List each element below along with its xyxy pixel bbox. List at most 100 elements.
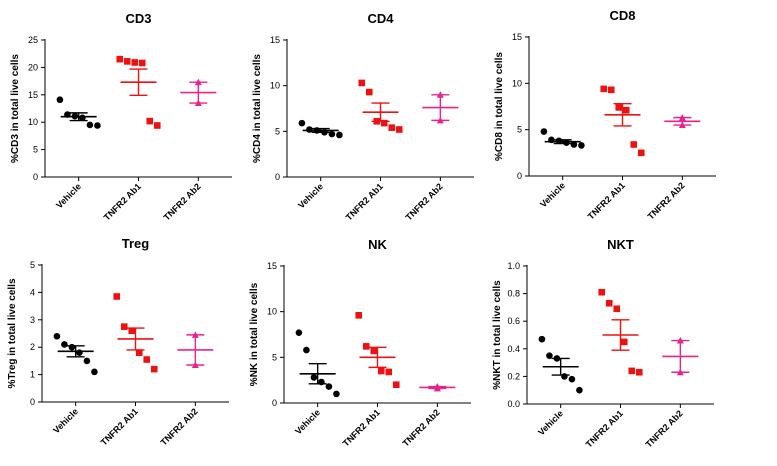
data-point [310, 374, 318, 381]
panel-cd8: CD8 %CD8 in total live cells 0 5 10 15 Vehicle… [494, 8, 716, 221]
y-tick-label: 5 [272, 352, 277, 362]
data-point [578, 142, 585, 149]
y-tick-label: 5 [275, 126, 280, 136]
panel-title: CD3 [125, 11, 151, 26]
y-tick-label: 0 [275, 172, 280, 182]
data-point [146, 117, 154, 125]
y-tick-label: 15 [270, 35, 280, 45]
y-tick-label: 0 [272, 398, 277, 408]
data-point [53, 332, 61, 340]
data-point [620, 338, 628, 346]
data-point [380, 119, 388, 127]
x-tick-label: TNFR2 Ab2 [159, 406, 200, 447]
y-tick-label: 0.2 [507, 371, 520, 381]
x-tick-label: Vehicle [536, 408, 565, 437]
x-tick-label: Vehicle [538, 180, 567, 209]
data-point [143, 356, 151, 363]
data-point [388, 124, 396, 131]
series-vehicle [56, 96, 101, 129]
panel-cd4: CD4 %CD4 in total live cells 0 5 10 15 Vehicle… [252, 11, 474, 222]
data-point [635, 368, 643, 376]
panel-treg: Treg %Treg in total live cells 0 1 2 3 4 5 Vehic… [7, 236, 229, 447]
series-vehicle [295, 329, 340, 398]
y-tick-label: 0.8 [507, 289, 520, 299]
data-point [61, 341, 68, 348]
y-tick-label: 5 [30, 260, 35, 270]
data-point [630, 141, 638, 148]
y-tick-label: 15 [28, 90, 38, 100]
x-tick-label: TNFR2 Ab2 [404, 181, 445, 222]
y-tick-label: 0.6 [507, 316, 520, 326]
y-tick-label: 4 [30, 287, 35, 297]
series-vehicle [53, 332, 98, 376]
y-tick-label: 0 [517, 171, 522, 181]
x-tick-label: TNFR2 Ab1 [99, 406, 140, 447]
series-tnfr2-ab2 [662, 337, 699, 376]
x-tick-label: TNFR2 Ab2 [162, 181, 203, 222]
x-tick-label: TNFR2 Ab1 [102, 181, 143, 222]
panel-nkt: NKT %NKT in total live cells 0.0 0.2 0.4 0.6 0… [492, 237, 714, 449]
data-point [328, 130, 336, 138]
y-tick-label: 0 [30, 397, 35, 407]
data-point [540, 128, 548, 135]
y-tick-label: 1.0 [507, 261, 520, 271]
data-point [365, 88, 373, 96]
y-tick-label: 25 [28, 35, 38, 45]
y-tick-label: 2 [30, 342, 35, 352]
data-point [355, 312, 363, 319]
data-point [333, 390, 340, 398]
data-point [56, 96, 64, 104]
x-tick-label: TNFR2 Ab2 [646, 180, 687, 221]
panel-title: Treg [122, 236, 150, 251]
panel-title: NK [368, 237, 387, 252]
data-point [295, 329, 303, 336]
data-point [303, 346, 310, 354]
y-axis-label: %CD8 in total live cells [494, 52, 505, 161]
data-point [138, 59, 146, 67]
data-point [135, 349, 143, 356]
x-tick-label: TNFR2 Ab1 [584, 408, 625, 449]
data-point [325, 383, 333, 390]
data-point [600, 85, 608, 93]
data-point [113, 293, 121, 300]
y-tick-label: 5 [33, 145, 38, 155]
data-point [615, 104, 623, 111]
y-tick-label: 5 [517, 125, 522, 135]
series-tnfr2-ab1 [116, 55, 161, 129]
y-tick-label: 10 [28, 117, 38, 127]
data-point [83, 357, 91, 365]
series-tnfr2-ab1 [113, 293, 158, 373]
data-point [91, 368, 98, 376]
y-tick-label: 10 [270, 81, 280, 91]
data-point [150, 365, 158, 373]
series-tnfr2-ab2 [664, 114, 701, 129]
y-tick-label: 15 [512, 32, 522, 42]
series-vehicle [538, 335, 583, 394]
data-point [561, 373, 568, 380]
data-point [298, 119, 306, 127]
y-axis-label: %CD3 in total live cells [10, 54, 21, 163]
x-tick-label: Vehicle [293, 407, 322, 436]
x-tick-label: Vehicle [54, 181, 83, 210]
series-tnfr2-ab2 [419, 383, 456, 392]
data-point [86, 121, 94, 129]
data-point [538, 335, 546, 343]
y-tick-label: 10 [512, 78, 522, 88]
panel-title: NKT [607, 237, 634, 252]
data-point [628, 367, 636, 375]
y-tick-label: 20 [28, 62, 38, 72]
data-point [392, 381, 400, 389]
series-vehicle [540, 128, 585, 149]
data-point [622, 106, 630, 114]
series-tnfr2-ab2 [180, 78, 217, 107]
x-tick-label: Vehicle [51, 406, 80, 435]
data-point [546, 352, 553, 360]
x-tick-label: Vehicle [296, 181, 325, 210]
series-tnfr2-ab1 [600, 85, 645, 157]
series-tnfr2-ab1 [355, 312, 400, 389]
y-tick-label: 0 [33, 172, 38, 182]
data-point [598, 288, 606, 296]
series-tnfr2-ab2 [422, 91, 459, 124]
x-tick-label: TNFR2 Ab2 [644, 408, 685, 449]
data-point [568, 375, 576, 383]
